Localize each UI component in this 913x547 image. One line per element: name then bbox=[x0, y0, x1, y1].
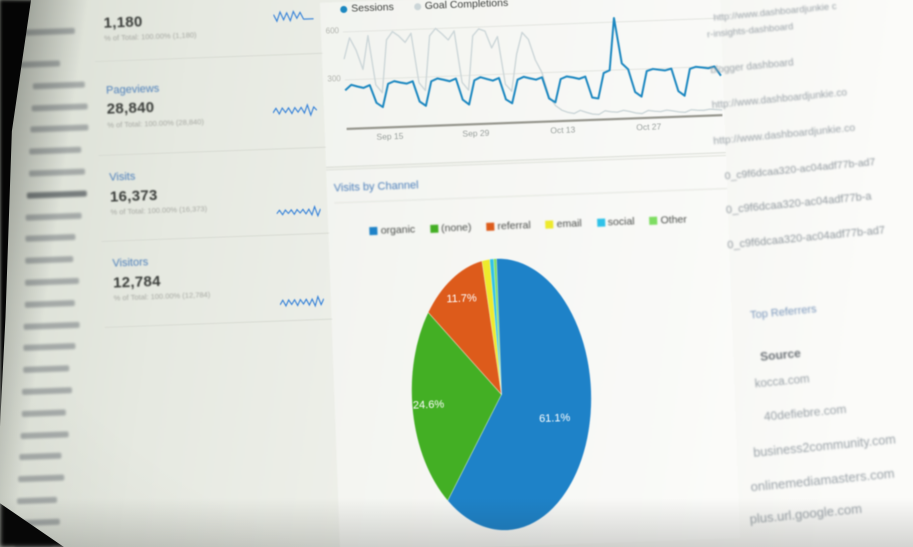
visits-by-channel-widget: Visits by Channel organic (none) referra… bbox=[326, 155, 740, 547]
sidebar-item[interactable] bbox=[16, 496, 58, 505]
metric-panel-sessions: 1,180 % of Total: 100.00% (1,180) bbox=[93, 4, 323, 63]
metric-label-link[interactable]: Visits bbox=[109, 170, 136, 184]
metric-subtext: % of Total: 100.00% (16,373) bbox=[110, 204, 208, 217]
other-swatch-icon bbox=[649, 216, 658, 225]
sidebar-item[interactable] bbox=[14, 540, 53, 547]
x-axis-tick: Oct 27 bbox=[636, 121, 662, 133]
sidebar-item[interactable] bbox=[19, 452, 62, 461]
legend-item-email[interactable]: email bbox=[545, 217, 582, 230]
metric-panel-visits: Visits 16,373 % of Total: 100.00% (16,37… bbox=[98, 154, 330, 242]
legend-label: Sessions bbox=[351, 1, 395, 15]
metric-value: 12,784 bbox=[112, 272, 162, 292]
report-id: 0_c9f6dcaa320-ac04adf77b-ad7 bbox=[724, 156, 876, 183]
sidebar-item[interactable] bbox=[20, 27, 75, 36]
metric-panel-pageviews: Pageviews 28,840 % of Total: 100.00% (28… bbox=[95, 64, 327, 157]
report-link[interactable]: blogger dashboard bbox=[710, 57, 795, 77]
metric-subtext: % of Total: 100.00% (28,840) bbox=[107, 117, 205, 130]
sidebar-item[interactable] bbox=[23, 365, 70, 374]
report-link[interactable]: r-insights-dashboard bbox=[706, 21, 794, 41]
metric-sparkline bbox=[272, 103, 318, 117]
referrer-row: 40defiebre.com bbox=[763, 401, 847, 424]
sidebar-item[interactable] bbox=[26, 190, 87, 199]
legend-item-none[interactable]: (none) bbox=[429, 221, 472, 235]
report-id: 0_c9f6dcaa320-ac04adf77b-ad7 bbox=[726, 224, 886, 252]
legend-item-sessions[interactable]: Sessions bbox=[340, 1, 394, 15]
sidebar-item[interactable] bbox=[28, 168, 86, 177]
x-axis-tick: Sep 29 bbox=[462, 127, 490, 139]
legend-item-organic[interactable]: organic bbox=[369, 223, 416, 237]
none-swatch-icon bbox=[429, 224, 439, 233]
y-axis-tick: 300 bbox=[327, 74, 341, 84]
sidebar-item[interactable] bbox=[21, 409, 66, 417]
metric-value: 16,373 bbox=[109, 186, 158, 206]
report-id: 0_c9f6dcaa320-ac04adf77b-a bbox=[725, 190, 873, 217]
metric-sparkline bbox=[276, 204, 321, 218]
legend-label: organic bbox=[380, 223, 416, 237]
sidebar-item[interactable] bbox=[32, 81, 85, 90]
legend-label: Other bbox=[660, 213, 688, 227]
svg-text:24.6%: 24.6% bbox=[413, 399, 445, 412]
line-chart-canvas bbox=[343, 17, 723, 131]
sessions-timeline-chart: Sessions Goal Completions 600 300 Sep 15… bbox=[319, 0, 726, 168]
sidebar-item[interactable] bbox=[24, 299, 75, 308]
metric-label-link[interactable]: Visitors bbox=[112, 256, 149, 270]
goal-completions-dot-icon bbox=[413, 2, 421, 10]
sidebar-item[interactable] bbox=[24, 277, 80, 286]
sidebar-item[interactable] bbox=[29, 146, 82, 155]
legend-label: (none) bbox=[440, 221, 472, 235]
svg-text:11.7%: 11.7% bbox=[446, 292, 477, 305]
metric-value: 1,180 bbox=[103, 13, 143, 32]
metric-sparkline bbox=[273, 10, 314, 23]
referrer-row: business2community.com bbox=[752, 432, 897, 460]
metric-sparkline bbox=[279, 294, 325, 308]
x-axis-tick: Oct 13 bbox=[550, 124, 576, 136]
x-axis-tick: Sep 15 bbox=[376, 130, 404, 142]
dashboards-icon bbox=[7, 26, 17, 40]
report-link[interactable]: http://www.dashboardjunkie.co bbox=[712, 121, 856, 148]
source-column-header: Source bbox=[759, 346, 802, 364]
referrer-row: onlinemediamasters.com bbox=[749, 465, 896, 495]
sessions-dot-icon bbox=[340, 5, 348, 13]
sidebar-item[interactable] bbox=[30, 124, 89, 133]
widget-title: Visits by Channel bbox=[333, 168, 728, 204]
report-link[interactable]: http://www.dashboardjunkie c bbox=[712, 0, 838, 24]
sidebar-item[interactable] bbox=[25, 256, 74, 264]
referral-swatch-icon bbox=[486, 222, 495, 231]
sidebar-item[interactable] bbox=[19, 60, 61, 68]
metric-column: 1,180 % of Total: 100.00% (1,180) Pagevi… bbox=[93, 4, 341, 547]
social-swatch-icon bbox=[596, 218, 605, 227]
sidebar-item[interactable] bbox=[20, 430, 69, 439]
email-swatch-icon bbox=[545, 220, 554, 229]
organic-swatch-icon bbox=[369, 226, 378, 236]
referrer-row: plus.url.google.com bbox=[748, 500, 863, 527]
sidebar-item[interactable] bbox=[25, 212, 82, 221]
metric-subtext: % of Total: 100.00% (12,784) bbox=[113, 290, 211, 303]
metric-value: 28,840 bbox=[106, 98, 155, 118]
legend-label: referral bbox=[497, 219, 531, 233]
sidebar-item[interactable] bbox=[31, 103, 88, 112]
pie-legend: organic (none) referral email social bbox=[328, 212, 728, 239]
svg-text:61.1%: 61.1% bbox=[539, 412, 571, 425]
sidebar-item[interactable] bbox=[15, 518, 60, 527]
sidebar-item[interactable] bbox=[25, 234, 76, 243]
pie-chart-canvas: 61.1% 24.6% 11.7% bbox=[411, 258, 592, 531]
sidebar-item[interactable] bbox=[18, 474, 65, 483]
legend-label: social bbox=[607, 215, 635, 229]
legend-item-other[interactable]: Other bbox=[649, 214, 687, 227]
metric-subtext: % of Total: 100.00% (1,180) bbox=[103, 30, 197, 43]
metric-panel-visitors: Visitors 12,784 % of Total: 100.00% (12,… bbox=[101, 242, 333, 328]
report-link[interactable]: http://www.dashboardjunkie.co bbox=[711, 87, 848, 112]
legend-item-social[interactable]: social bbox=[596, 215, 635, 229]
sidebar-item[interactable] bbox=[21, 387, 73, 395]
sidebar-item[interactable] bbox=[23, 321, 80, 330]
y-axis-tick: 600 bbox=[325, 26, 340, 36]
referrer-row: kocca.com bbox=[754, 373, 811, 391]
legend-label: email bbox=[556, 217, 582, 231]
metric-label-link[interactable]: Pageviews bbox=[105, 82, 160, 97]
sidebar-item[interactable] bbox=[23, 343, 76, 352]
top-referrers-link[interactable]: Top Referrers bbox=[749, 303, 818, 322]
legend-item-referral[interactable]: referral bbox=[486, 219, 531, 233]
